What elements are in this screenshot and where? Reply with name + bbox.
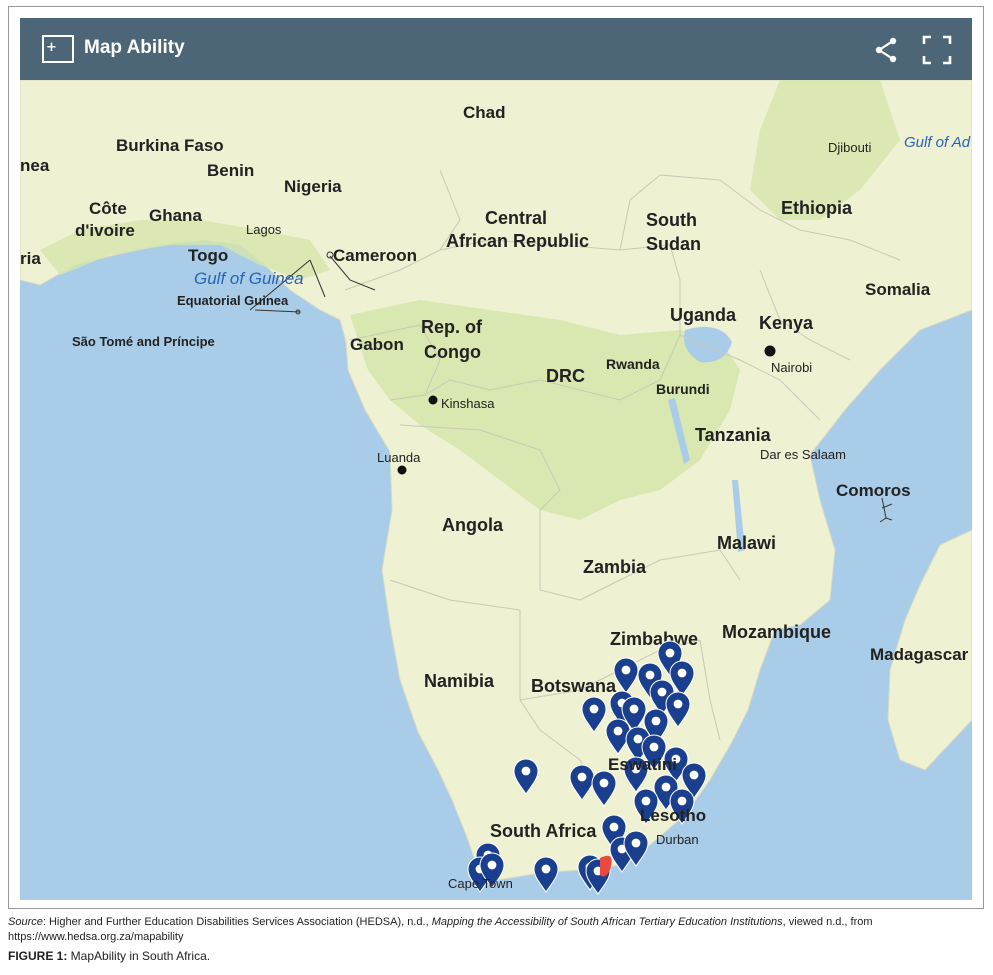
figure-text: MapAbility in South Africa. — [67, 949, 211, 963]
plus-square-logo-icon: + — [42, 35, 74, 63]
location-marker[interactable] — [479, 852, 505, 889]
callout-lines — [249, 255, 376, 313]
label-nairobi: Nairobi — [771, 360, 812, 375]
location-marker[interactable] — [621, 696, 647, 733]
location-marker[interactable] — [581, 696, 607, 733]
map-labels-top: Eswatini Lesotho South Africa Durban Cap… — [448, 755, 706, 891]
madagascar-island — [887, 529, 972, 771]
label-luanda: Luanda — [377, 450, 421, 465]
location-marker[interactable] — [669, 788, 695, 825]
label-south-sudan-1: South — [646, 210, 697, 230]
green-east-africa — [750, 80, 900, 220]
label-gulf-of-aden: Gulf of Ad — [904, 134, 971, 151]
label-cote-divoire-1: Côte — [89, 199, 127, 218]
app-title: Map Ability — [84, 37, 185, 58]
label-durban: Durban — [656, 832, 699, 847]
label-liberia: ria — [20, 249, 41, 268]
sao-tome-island — [295, 309, 301, 315]
source-title: Mapping the Accessibility of South Afric… — [431, 916, 783, 928]
label-equatorial-guinea: Equatorial Guinea — [177, 293, 289, 308]
label-south-sudan-2: Sudan — [646, 234, 701, 254]
label-ethiopia: Ethiopia — [781, 198, 853, 218]
label-cape-town: Cape Town — [448, 876, 513, 891]
label-somalia: Somalia — [865, 280, 931, 299]
label-comoros: Comoros — [836, 481, 911, 500]
location-marker[interactable] — [669, 660, 695, 697]
source-text-1: : Higher and Further Education Disabilit… — [42, 916, 432, 928]
lake-tanganyika — [668, 398, 690, 464]
label-kinshasa: Kinshasa — [441, 396, 495, 411]
location-marker[interactable] — [533, 856, 559, 893]
label-mozambique: Mozambique — [722, 622, 831, 642]
label-nigeria: Nigeria — [284, 177, 342, 196]
label-guinea: nea — [20, 156, 50, 175]
map-labels: Chad Burkina Faso nea Benin Nigeria Djib… — [20, 103, 971, 696]
source-label: Source — [8, 916, 43, 928]
marker-layer[interactable] — [467, 640, 707, 895]
location-marker[interactable] — [623, 756, 649, 793]
label-cameroon: Cameroon — [333, 246, 417, 265]
label-tanzania: Tanzania — [695, 425, 772, 445]
fullscreen-icon[interactable] — [922, 35, 952, 65]
lake-victoria — [684, 326, 732, 363]
label-zimbabwe: Zimbabwe — [610, 629, 698, 649]
label-car-2: African Republic — [446, 231, 589, 251]
lake-malawi — [732, 480, 745, 552]
source-caption: Source: Higher and Further Education Dis… — [8, 915, 985, 945]
label-cote-divoire-2: d'ivoire — [75, 221, 135, 240]
label-rep-of-congo-1: Rep. of — [421, 317, 483, 337]
label-angola: Angola — [442, 515, 504, 535]
figure-caption: FIGURE 1: MapAbility in South Africa. — [8, 949, 985, 963]
label-madagascar: Madagascar — [870, 645, 969, 664]
africa-map[interactable]: Chad Burkina Faso nea Benin Nigeria Djib… — [20, 80, 972, 900]
label-uganda: Uganda — [670, 305, 737, 325]
label-gulf-of-guinea: Gulf of Guinea — [194, 269, 304, 288]
label-lagos: Lagos — [246, 222, 282, 237]
label-gabon: Gabon — [350, 335, 404, 354]
bioko-island — [326, 251, 334, 259]
location-marker[interactable] — [641, 734, 667, 771]
country-borders — [344, 169, 901, 801]
location-marker[interactable] — [623, 830, 649, 867]
label-ghana: Ghana — [149, 206, 202, 225]
label-car-1: Central — [485, 208, 547, 228]
nairobi-dot — [764, 345, 776, 357]
label-zambia: Zambia — [583, 557, 647, 577]
label-burkina-faso: Burkina Faso — [116, 136, 224, 155]
label-botswana: Botswana — [531, 676, 617, 696]
label-dar-es-salaam: Dar es Salaam — [760, 447, 846, 462]
figure-label: FIGURE 1: — [8, 949, 68, 963]
app-header: + Map Ability — [20, 18, 972, 80]
label-lesotho: Lesotho — [640, 806, 706, 825]
luanda-dot — [397, 465, 407, 475]
label-burundi: Burundi — [656, 381, 710, 397]
kinshasa-dot — [428, 395, 438, 405]
label-togo: Togo — [188, 246, 228, 265]
selected-location-highlight[interactable] — [600, 855, 612, 877]
green-west-africa — [40, 220, 330, 280]
label-kenya: Kenya — [759, 313, 814, 333]
location-marker[interactable] — [681, 762, 707, 799]
label-drc: DRC — [546, 366, 585, 386]
comoros-callout — [879, 497, 893, 523]
label-sao-tome: São Tomé and Príncipe — [72, 334, 215, 349]
label-djibouti: Djibouti — [828, 140, 871, 155]
label-rwanda: Rwanda — [606, 356, 660, 372]
share-icon[interactable] — [872, 36, 900, 64]
label-chad: Chad — [463, 103, 506, 122]
label-rep-of-congo-2: Congo — [424, 342, 481, 362]
label-namibia: Namibia — [424, 671, 495, 691]
location-marker[interactable] — [513, 758, 539, 795]
map-ability-app: + Map Ability — [20, 18, 972, 900]
label-south-africa: South Africa — [490, 821, 597, 841]
location-marker[interactable] — [613, 657, 639, 694]
location-marker[interactable] — [591, 770, 617, 807]
location-marker[interactable] — [633, 788, 659, 825]
green-region — [350, 300, 740, 520]
location-marker[interactable] — [665, 691, 691, 728]
source-text-2: , viewed n.d., from https://www.hedsa.or… — [8, 916, 873, 943]
label-benin: Benin — [207, 161, 254, 180]
label-malawi: Malawi — [717, 533, 776, 553]
label-eswatini: Eswatini — [608, 755, 677, 774]
